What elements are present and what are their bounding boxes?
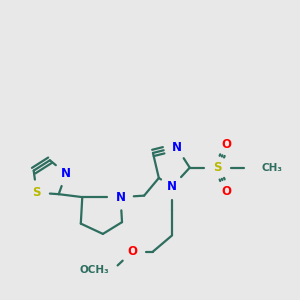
Text: S: S <box>214 161 222 174</box>
Text: N: N <box>61 167 71 180</box>
Text: O: O <box>222 138 232 151</box>
Text: N: N <box>167 180 177 193</box>
Text: O: O <box>222 185 232 198</box>
Text: CH₃: CH₃ <box>262 163 283 173</box>
Text: N: N <box>172 141 182 154</box>
Text: S: S <box>32 186 41 199</box>
Text: N: N <box>116 190 126 204</box>
Text: OCH₃: OCH₃ <box>79 265 109 275</box>
Text: O: O <box>127 245 137 258</box>
